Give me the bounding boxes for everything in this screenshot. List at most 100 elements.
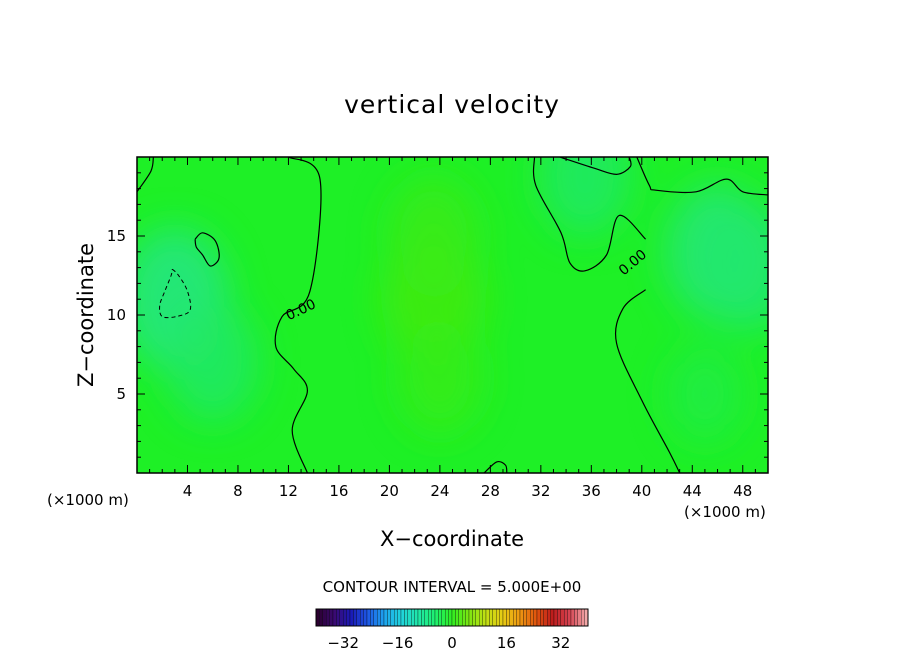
colorbar-swatch: [383, 608, 388, 627]
x-tick-label: 4: [183, 482, 193, 500]
colorbar-frame: [315, 608, 589, 627]
colorbar-swatch: [329, 608, 334, 627]
colorbar-swatch: [438, 608, 442, 627]
contour-interval-text: CONTOUR INTERVAL = 5.000E+00: [323, 578, 582, 596]
colorbar-swatch: [499, 608, 504, 627]
negative-contour-1: [159, 268, 192, 319]
y-tick-label: 15: [107, 227, 126, 245]
colorbar-swatch: [387, 608, 391, 627]
colorbar-swatch: [349, 608, 354, 627]
y-axis-label: Z−coordinate: [74, 243, 98, 387]
zero-contour-6: [483, 460, 508, 473]
colorbar-swatch: [475, 608, 480, 627]
field-blob-9: [667, 346, 742, 442]
colorbar-swatch: [404, 608, 408, 627]
colorbar-swatch: [468, 608, 473, 627]
colorbar-swatch: [489, 608, 493, 627]
colorbar-swatch: [445, 608, 449, 627]
colorbar-swatch: [516, 608, 521, 627]
colorbar-swatch: [550, 608, 555, 627]
x-tick-label: 16: [329, 482, 348, 500]
colorbar-swatch: [366, 608, 371, 627]
field-blob-5: [166, 302, 259, 423]
colorbar-swatch: [584, 608, 589, 627]
colorbar-swatch: [414, 608, 419, 627]
colorbar-swatch: [400, 608, 405, 627]
colorbar-swatch: [523, 608, 527, 627]
zero-contour-1: [274, 157, 322, 473]
colorbar-swatch: [346, 608, 351, 627]
colorbar-swatch: [570, 608, 575, 627]
colorbar-swatch: [519, 608, 524, 627]
contour-lines: [137, 157, 768, 473]
colorbar-swatch: [363, 608, 368, 627]
colorbar-swatch: [428, 608, 432, 627]
colorbar-swatch: [455, 608, 459, 627]
colorbar-swatch: [407, 608, 412, 627]
colorbar-swatch: [326, 608, 330, 627]
field-blob-2: [387, 176, 480, 296]
colorbar-swatch: [462, 608, 466, 627]
colorbar-swatch: [390, 608, 395, 627]
colorbar-swatch: [581, 608, 585, 627]
field-blob-7: [700, 203, 768, 332]
colorbar-swatch: [465, 608, 470, 627]
x-tick-label: 40: [632, 482, 651, 500]
colorbar-swatch: [319, 608, 323, 627]
x-tick-label: 44: [683, 482, 702, 500]
colorbar-swatch: [370, 608, 374, 627]
colorbar-swatch: [424, 608, 429, 627]
colorbar-swatch: [394, 608, 398, 627]
colorbar-swatch: [506, 608, 510, 627]
colorbar-swatch: [567, 608, 572, 627]
field-blob-3: [396, 322, 483, 435]
x-tick-label: 32: [531, 482, 550, 500]
colorbar-swatch: [380, 608, 385, 627]
zero-contour-8: [194, 232, 220, 267]
zero-contour-2: [532, 157, 647, 272]
colorbar-tick-label: −16: [382, 634, 414, 652]
colorbar-swatch: [526, 608, 531, 627]
chart-title: vertical velocity: [344, 90, 560, 119]
x-tick-label: 8: [233, 482, 243, 500]
colorbar-swatch: [536, 608, 541, 627]
y-tick-label: 10: [107, 306, 126, 324]
colorbar: −32 −16 0 16 32: [315, 608, 589, 652]
colorbar-swatch: [482, 608, 487, 627]
colorbar-swatch: [577, 608, 582, 627]
colorbar-swatch: [353, 608, 357, 627]
colorbar-swatch: [431, 608, 436, 627]
colorbar-tick-label: 16: [497, 634, 516, 652]
colorbar-swatch: [496, 608, 500, 627]
colorbar-swatch: [336, 608, 340, 627]
colorbar-swatch: [513, 608, 517, 627]
x-axis-label: X−coordinate: [380, 527, 524, 551]
colorbar-swatch: [373, 608, 378, 627]
x-tick-label: 28: [481, 482, 500, 500]
zero-contour-4: [636, 157, 768, 196]
colorbar-swatch: [533, 608, 538, 627]
colorbar-swatch: [451, 608, 456, 627]
colorbar-swatch: [574, 608, 578, 627]
zero-contour-5: [137, 157, 154, 193]
velocity-field: [137, 157, 768, 473]
colorbar-swatch: [530, 608, 534, 627]
colorbar-swatch: [502, 608, 507, 627]
colorbar-swatch: [315, 608, 320, 627]
colorbar-swatch: [339, 608, 344, 627]
x-unit-left: (×1000 m): [47, 491, 129, 509]
colorbar-swatch: [411, 608, 415, 627]
colorbar-swatch: [343, 608, 347, 627]
colorbar-swatch: [479, 608, 483, 627]
colorbar-swatch: [485, 608, 490, 627]
colorbar-swatch: [332, 608, 337, 627]
colorbar-swatch: [540, 608, 544, 627]
colorbar-swatch: [397, 608, 402, 627]
field-blob-8: [539, 157, 631, 236]
x-tick-label: 20: [380, 482, 399, 500]
x-tick-label: 24: [430, 482, 449, 500]
colorbar-swatch: [360, 608, 364, 627]
colorbar-swatch: [509, 608, 514, 627]
